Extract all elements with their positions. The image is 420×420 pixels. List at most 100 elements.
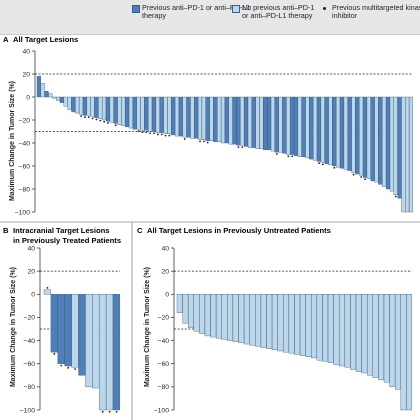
panel-a-bar <box>389 96 394 192</box>
panel-a-kinase-dot <box>394 195 397 198</box>
panel-b-bar <box>99 294 107 411</box>
panel-a-kinase-dot <box>91 117 94 120</box>
panel-a-kinase-dot <box>103 120 106 123</box>
panel-c-bar <box>227 294 233 341</box>
panel-a-kinase-dot <box>137 130 140 132</box>
panel-a-bar <box>247 96 252 148</box>
panel-a-bar <box>313 96 318 161</box>
panel-a-bar <box>224 96 229 144</box>
panel-a-bar <box>125 96 130 128</box>
panel-a-bar <box>332 96 337 167</box>
panel-b-y-tick-label: −20 <box>23 315 35 322</box>
panel-a-kinase-dot <box>99 119 102 122</box>
panel-a-kinase-dot <box>87 116 90 119</box>
panel-c-bar <box>238 294 245 344</box>
panel-a-bar <box>297 96 302 157</box>
panel-a-bar <box>63 96 68 107</box>
panel-a-bar <box>362 96 367 178</box>
panel-c-bar <box>305 294 312 357</box>
panel-a-bar <box>366 96 371 179</box>
panel-a-bar <box>385 96 391 190</box>
panel-c-bar <box>311 294 317 359</box>
panel-c-bar <box>339 294 345 367</box>
panel-c-title: All Target Lesions in Previously Untreat… <box>147 226 331 235</box>
panel-a-bar <box>194 96 199 139</box>
legend-previous-label: Previous anti–PD-1 or anti–PD-L1 therapy <box>142 3 251 21</box>
panel-a-bar <box>278 96 283 153</box>
panel-c-bar <box>350 294 357 370</box>
panel-a-y-tick-label: 20 <box>22 71 30 78</box>
panel-b-bar <box>106 294 114 411</box>
panel-a-bar <box>197 96 203 140</box>
panel-a-bar <box>336 96 341 168</box>
panel-c-bar <box>283 294 289 353</box>
panel-a-kinase-dot <box>275 153 278 155</box>
panel-a-bar <box>351 96 356 174</box>
panel-b-y-tick-label: −80 <box>23 384 35 391</box>
panel-a-kinase-dot <box>153 132 155 135</box>
panel-b-y-tick-label: −100 <box>20 407 36 414</box>
panel-a-bar <box>86 96 91 116</box>
panel-c-bar <box>204 294 211 337</box>
panel-b-y-tick-label: 0 <box>31 292 35 299</box>
panel-a-title: All Target Lesions <box>13 35 78 44</box>
panel-b-title-line-2: in Previously Treated Patients <box>13 236 121 245</box>
panel-c-bar <box>389 294 396 388</box>
panel-b-ylabel: Maximum Change in Tumor Size (%) <box>10 267 17 387</box>
panel-a-bar <box>132 96 137 130</box>
panel-a-kinase-dot <box>203 140 205 143</box>
panel-a-kinase-dot <box>352 173 355 176</box>
panel-c-bar <box>294 294 301 355</box>
panel-a-y-tick-label: 40 <box>22 48 30 55</box>
panel-a-bar <box>343 96 348 170</box>
panel-b-y-tick-label: −40 <box>23 338 35 345</box>
panel-a-letter: A <box>3 35 9 44</box>
panel-a-kinase-dot <box>141 131 144 134</box>
panel-c-y-tick-label: −80 <box>157 384 169 391</box>
legend: Previous anti–PD-1 or anti–PD-L1 therapy… <box>0 0 420 35</box>
panel-b: B Intracranial Target Lesions in Previou… <box>3 226 121 414</box>
panel-a-bar <box>75 96 80 114</box>
panel-b-title-line-1: Intracranial Target Lesions <box>13 226 110 235</box>
panel-c-bar <box>243 294 250 345</box>
panel-a-bar <box>82 96 87 116</box>
panel-c-bar <box>249 294 256 346</box>
panel-a-y-tick-label: −40 <box>18 140 30 147</box>
panel-a-bar <box>270 96 275 152</box>
panel-a-bar <box>59 96 64 103</box>
panel-a-bar <box>316 96 321 162</box>
panel-b-bar <box>71 294 79 368</box>
panel-c-y-tick-label: −20 <box>157 315 169 322</box>
panel-a-kinase-dot <box>164 134 167 137</box>
panel-a-kinase-dot <box>241 146 244 149</box>
panel-a-bar <box>186 96 191 138</box>
panel-c-bar <box>255 294 261 347</box>
panel-a-bar <box>140 96 145 131</box>
panel-a-kinase-dot <box>168 134 171 137</box>
panel-b-bar <box>50 294 58 353</box>
panel-a-kinase-dot <box>318 162 320 165</box>
panel-b-kinase-dot <box>101 410 104 413</box>
panel-a-bar <box>190 96 195 139</box>
panel-a-bar <box>408 96 414 213</box>
panel-a-bar <box>205 96 210 141</box>
panel-a-bar <box>293 96 298 156</box>
panel-a-bar <box>151 96 156 132</box>
panel-a-bar <box>44 91 49 98</box>
legend-kinase-label: Previous multitargeted kinase inhibitor <box>332 3 420 21</box>
panel-a-bar <box>347 96 352 171</box>
panel-c-y-tick-label: 0 <box>165 292 169 299</box>
panel-c-bar <box>322 294 329 362</box>
panel-c-bar <box>199 294 206 334</box>
panel-c: C All Target Lesions in Previously Untre… <box>137 226 413 414</box>
panel-a-bar <box>67 96 72 110</box>
panel-a-bar <box>255 96 260 149</box>
panel-a-bar <box>339 96 344 169</box>
panel-b-bar <box>92 294 100 389</box>
panel-a-bar <box>393 96 398 195</box>
panel-a-bar <box>48 93 53 98</box>
panel-c-bar <box>193 294 200 332</box>
panel-c-bar <box>383 294 390 383</box>
panel-c-bar <box>400 294 407 411</box>
